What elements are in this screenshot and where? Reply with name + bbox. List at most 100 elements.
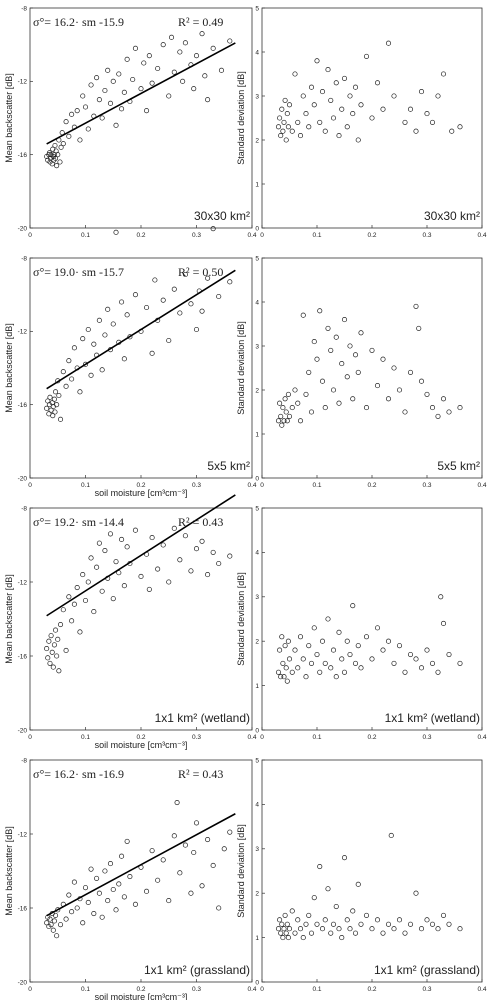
regression-equation: σ°= 16.2· sm -16.9 — [33, 767, 124, 781]
data-point — [216, 293, 222, 300]
data-point — [279, 634, 285, 640]
data-point — [407, 106, 414, 112]
data-point — [105, 306, 111, 312]
data-point — [51, 642, 57, 648]
x-tick-label: 0.3 — [422, 232, 431, 239]
r-squared-label: R² = 0.43 — [178, 515, 223, 529]
data-point — [358, 921, 364, 927]
data-point — [440, 71, 447, 77]
data-point — [449, 128, 455, 134]
data-point — [344, 917, 350, 923]
data-point — [193, 820, 200, 826]
data-point — [289, 669, 295, 675]
x-tick-label: 0.2 — [136, 986, 145, 993]
data-point — [282, 643, 288, 649]
y-axis-label: Standard deviation [dB] — [236, 71, 246, 165]
y-tick-label: 4 — [255, 802, 259, 809]
data-point — [96, 97, 102, 103]
data-point — [199, 31, 205, 37]
x-tick-label: 0.3 — [422, 482, 431, 489]
data-point — [99, 115, 105, 121]
data-point — [166, 579, 172, 585]
y-tick-label: 3 — [255, 93, 259, 100]
data-point — [284, 418, 290, 424]
data-point — [54, 402, 60, 408]
data-point — [333, 80, 339, 86]
data-point — [160, 542, 166, 548]
data-point — [322, 660, 328, 666]
data-point — [285, 935, 291, 941]
data-point — [60, 141, 66, 147]
data-point — [210, 862, 216, 869]
plot-frame — [29, 257, 253, 479]
y-tick-label: 0 — [255, 727, 259, 734]
data-point — [77, 389, 83, 395]
y-tick-label: 1 — [255, 431, 259, 438]
plot-frame — [29, 507, 253, 731]
data-point — [105, 898, 111, 904]
y-tick-label: -16 — [18, 653, 28, 660]
data-point — [277, 400, 283, 406]
data-point — [333, 674, 339, 680]
data-point — [94, 875, 100, 881]
r-squared-label: R² = 0.49 — [178, 15, 223, 29]
data-point — [374, 80, 381, 86]
data-point — [283, 665, 289, 671]
data-point — [289, 405, 295, 411]
x-tick-label: 0 — [28, 986, 32, 993]
regression-equation: σ°= 19.0· sm -15.7 — [33, 265, 124, 279]
data-point — [292, 647, 298, 653]
data-point — [141, 60, 147, 66]
y-tick-label: 2 — [255, 639, 259, 646]
data-point — [350, 908, 356, 914]
data-point — [280, 935, 286, 941]
data-point — [85, 579, 91, 585]
data-point — [407, 651, 414, 658]
data-point — [358, 102, 364, 108]
data-point — [311, 339, 317, 345]
data-point — [289, 908, 295, 914]
data-point — [317, 864, 323, 870]
region-label: 30x30 km² — [424, 209, 480, 223]
data-point — [363, 634, 370, 640]
data-point — [314, 356, 320, 362]
panel-p21: 0 0.1 0.2 0.3 0.4 -20 -16 -12 -8 Mean backscatter… — [4, 226, 257, 498]
data-point — [300, 656, 306, 662]
data-point — [96, 540, 102, 546]
data-point — [91, 341, 97, 347]
x-axis-label: soil moisture [cm³cm⁻³] — [95, 740, 188, 750]
data-point — [440, 396, 447, 402]
data-point — [199, 883, 205, 889]
data-point — [457, 405, 463, 411]
y-tick-label: 1 — [255, 935, 259, 942]
data-point — [44, 646, 50, 652]
data-point — [193, 326, 200, 333]
data-point — [413, 303, 419, 309]
y-tick-label: 2 — [255, 137, 259, 144]
region-label: 5x5 km² — [437, 459, 480, 473]
data-point — [144, 888, 150, 894]
data-point — [121, 894, 127, 900]
panel-p41: 0 0.1 0.2 0.3 0.4 -20 -16 -12 -8 Mean backscatter… — [4, 757, 257, 1000]
y-tick-label: -20 — [18, 225, 28, 232]
plot-frame — [261, 7, 483, 229]
data-point — [44, 405, 50, 411]
data-point — [300, 935, 306, 941]
data-point — [54, 163, 60, 169]
data-point — [121, 356, 127, 362]
data-point — [121, 583, 127, 589]
data-point — [374, 625, 381, 631]
data-point — [341, 317, 348, 323]
data-point — [105, 67, 111, 73]
data-point — [69, 909, 75, 915]
data-point — [124, 312, 130, 318]
y-tick-label: 5 — [255, 505, 259, 512]
data-point — [50, 664, 56, 670]
data-point — [56, 392, 62, 399]
data-point — [205, 836, 211, 843]
data-point — [113, 229, 119, 235]
data-point — [418, 926, 425, 932]
data-point — [177, 49, 183, 55]
y-tick-label: -16 — [18, 402, 28, 409]
data-point — [77, 629, 83, 635]
